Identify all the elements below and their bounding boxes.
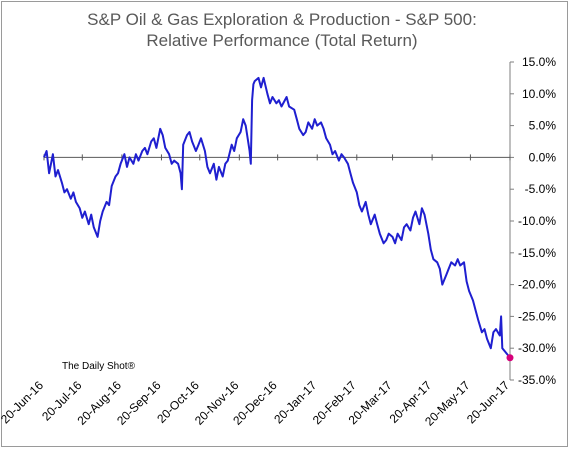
y-tick-label: 0.0% [529,150,557,164]
chart-title: S&P Oil & Gas Exploration & Production -… [87,10,477,29]
annotation-text: The Daily Shot® [62,361,136,372]
y-tick-label: -30.0% [518,341,556,355]
y-tick-label: -5.0% [525,182,557,196]
y-tick-label: -25.0% [518,309,556,323]
y-tick-label: -35.0% [518,373,556,387]
x-tick-label: 20-Sep-16 [114,378,164,428]
x-tick-label: 20-Jun-16 [0,378,46,426]
series-line [43,76,511,359]
axes: 15.0% 10.0% 5.0% 0.0% -5.0% -10.0% -15.0% -20.0… [0,55,556,429]
y-tick-label: -10.0% [518,214,556,228]
y-tick-label: -20.0% [518,278,556,292]
series-group [43,76,514,362]
chart-subtitle: Relative Performance (Total Return) [146,31,417,50]
y-tick-label: 15.0% [522,55,556,69]
y-tick-label: -15.0% [518,246,556,260]
y-tick-label: 5.0% [529,119,557,133]
y-tick-label: 10.0% [522,87,556,101]
x-tick-label: 20-Jun-17 [464,378,512,426]
end-point-marker [506,354,514,362]
